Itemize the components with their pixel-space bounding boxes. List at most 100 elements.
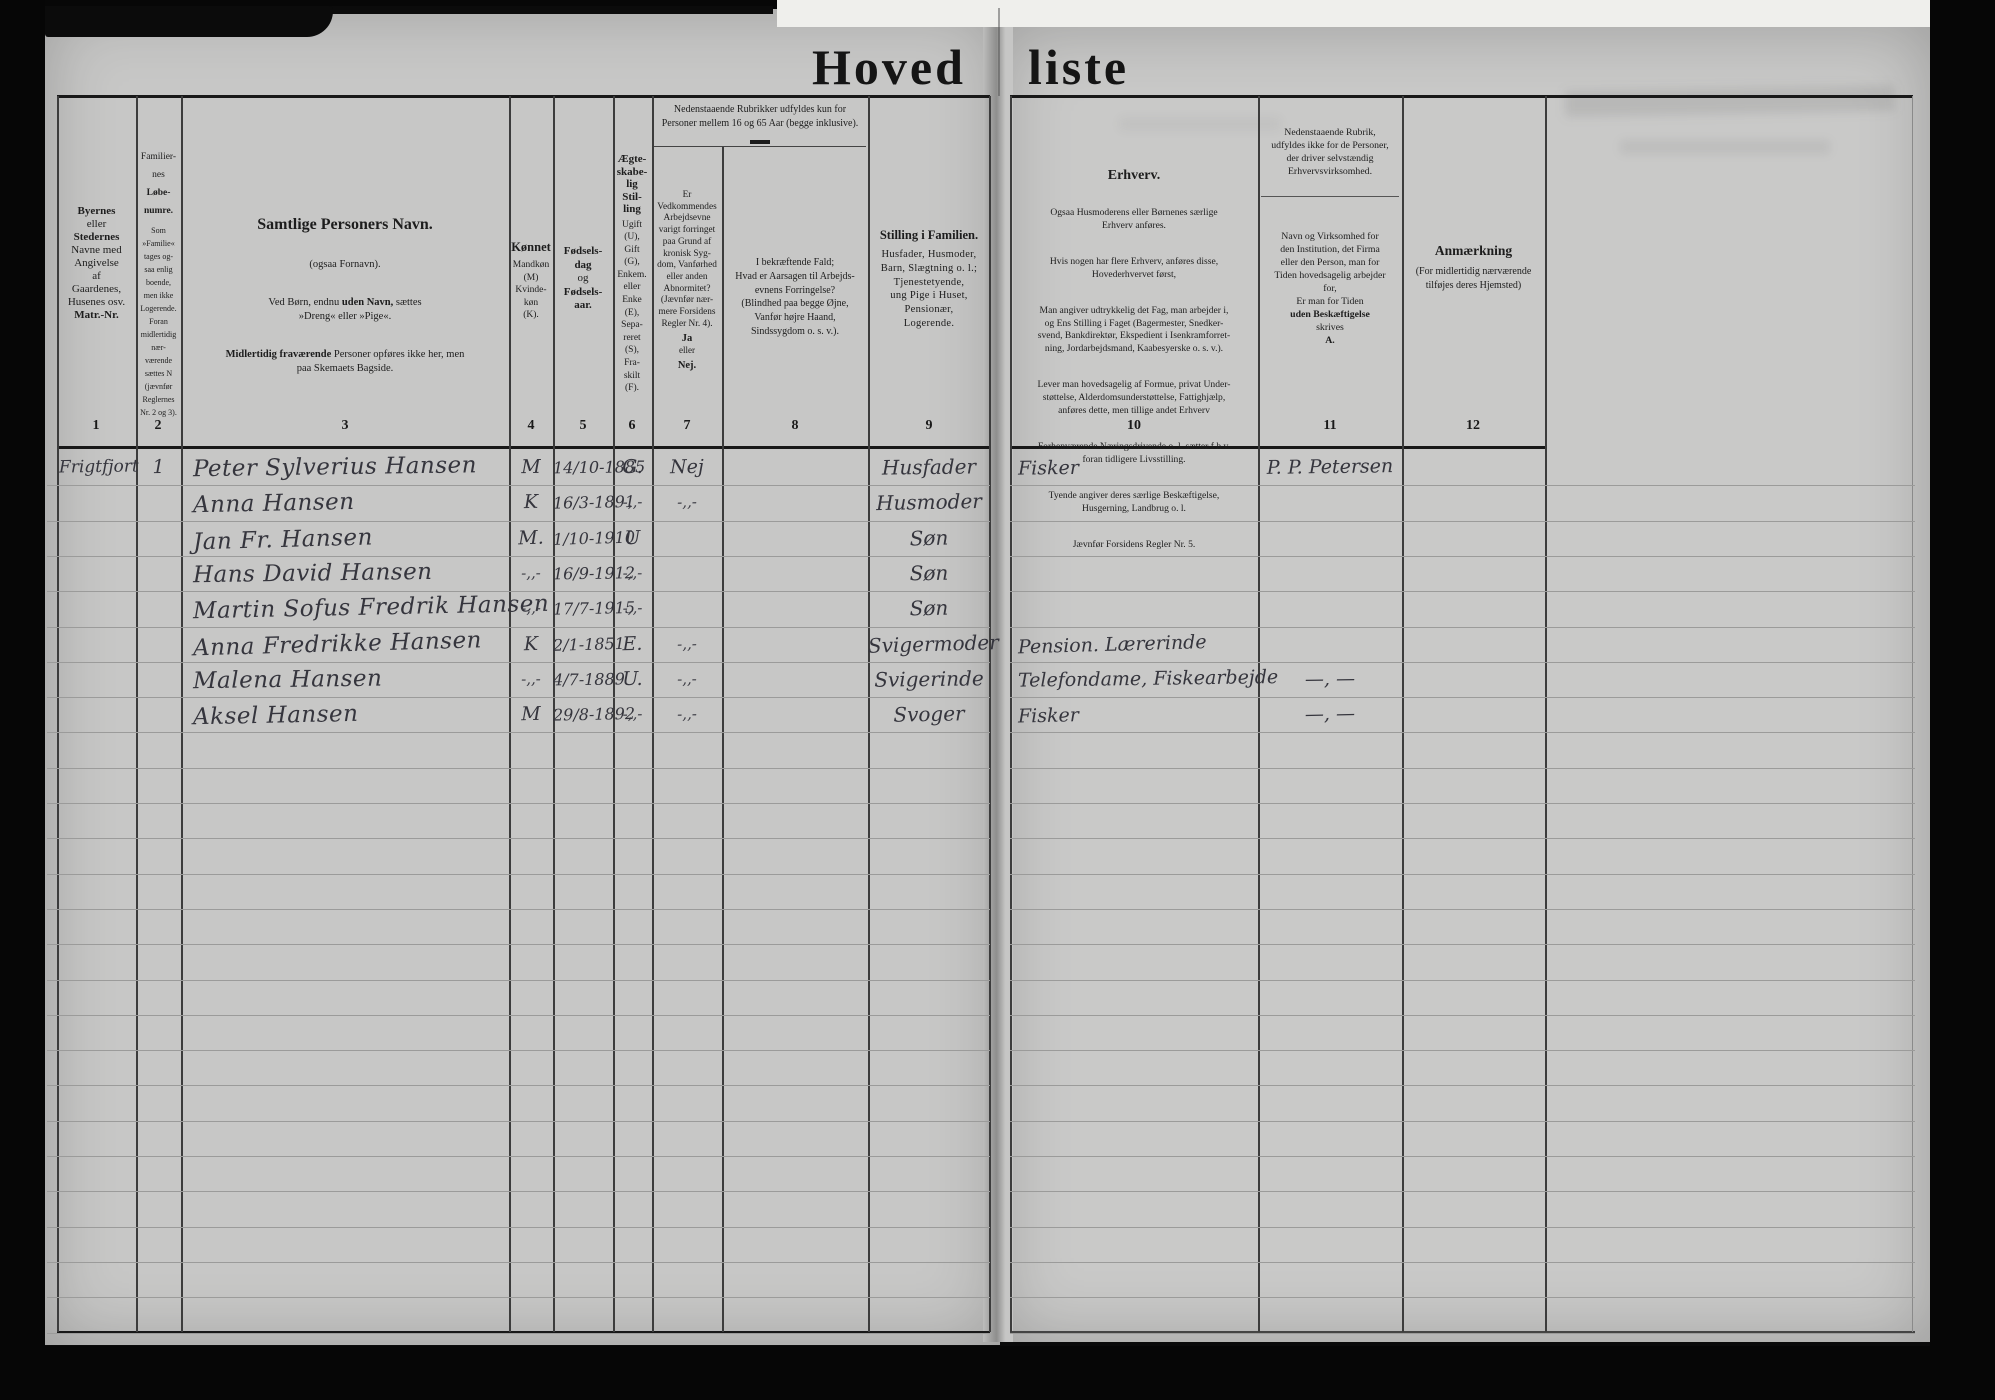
- header-birthdate-column: Fødsels- dag og Fødsels- aar.: [554, 245, 612, 313]
- cell-r6-c7: -,,-: [676, 634, 698, 653]
- column-number-11: 11: [1323, 418, 1337, 433]
- row-rule-right: [1010, 838, 1915, 840]
- cell-r8-c7: -,,-: [676, 704, 697, 724]
- header-text: Man angiver udtrykkelig det Fag, man arb…: [1037, 304, 1231, 355]
- row-rule-right: [1010, 520, 1915, 522]
- cell-r1-c10: Fisker: [1017, 456, 1079, 480]
- header-text: Ugift (U), Gift (G), Enkem. eller Enke (…: [617, 219, 647, 394]
- header-text: Stedernes: [73, 231, 120, 243]
- col-border: [1258, 96, 1260, 1332]
- column-number-4: 4: [527, 418, 535, 433]
- row-rule-left: [47, 732, 990, 734]
- column-number-8: 8: [791, 418, 799, 433]
- cell-r2-c5: 16/3-1891: [552, 492, 636, 513]
- cell-r5-c5: 17/7-1915: [552, 598, 636, 619]
- row-rule-right: [1010, 1261, 1915, 1263]
- row-rule-right: [1010, 626, 1915, 628]
- book-fold: [983, 8, 1013, 1342]
- scan-margin-right: [1930, 0, 1995, 1400]
- header-text: eller: [86, 218, 107, 230]
- row-rule-right: [1010, 944, 1915, 946]
- right-page: [1000, 27, 1930, 1342]
- header-sex-column: Kønnet Mandkøn (M) Kvinde- køn (K).: [510, 240, 552, 322]
- header-text: Familier- nes: [140, 152, 177, 180]
- cell-r7-c7: -,,-: [677, 669, 697, 688]
- column-number-10: 10: [1127, 418, 1141, 433]
- row-rule-left: [47, 803, 990, 804]
- column-number-9: 9: [925, 418, 933, 433]
- row-rule-right: [1010, 1120, 1915, 1122]
- page-title-word-1: Hoved: [812, 39, 966, 95]
- cell-r1-c11: P. P. Petersen: [1266, 455, 1394, 479]
- header-bottom-rule-left: [57, 446, 990, 449]
- header-text: skrives: [1316, 322, 1344, 333]
- col-border: [1010, 96, 1012, 1332]
- cell-r8-c3: Aksel Hansen: [192, 700, 359, 731]
- column-number-7: 7: [683, 418, 691, 433]
- header-text: Navne med Angivelse af Gaardenes, Husene…: [67, 244, 126, 308]
- cell-r5-c6: -,,-: [622, 598, 643, 618]
- header-text: A.: [1325, 335, 1335, 346]
- row-rule-right: [1010, 803, 1915, 804]
- header-text: Ved Børn, endnu uden Navn, sættes »Dreng…: [186, 296, 504, 324]
- col-border: [652, 96, 654, 1332]
- cell-r7-c4: -,,-: [521, 669, 541, 688]
- header-title: Erhverv.: [1107, 168, 1161, 183]
- header-text: Personer opføres ikke her, men: [331, 349, 465, 360]
- header-work-ability-column: Er Vedkommendes Arbejdsevne varigt forri…: [652, 190, 722, 372]
- cell-r7-c5: 4/7-1889: [552, 669, 625, 690]
- row-rule-right: [1010, 1191, 1915, 1193]
- header-text: Nedenstaaende Rubrik, udfyldes ikke for …: [1271, 127, 1389, 177]
- row-rule-left: [47, 485, 990, 487]
- header-text: uden Navn,: [341, 297, 394, 308]
- table-top-rule-right: [1010, 95, 1913, 98]
- cell-r8-c10: Fisker: [1017, 704, 1080, 728]
- row-rule-left: [47, 555, 990, 557]
- col-border: [989, 96, 991, 1332]
- row-rule-left: [47, 1120, 990, 1122]
- cell-r5-c4: -,,-: [520, 598, 541, 618]
- row-rule-right: [1010, 1085, 1915, 1087]
- cell-r8-c11: —, —: [1304, 702, 1356, 726]
- header-family-number-column: Familier- nes Løbe- numre. Som »Familie« …: [137, 146, 180, 419]
- header-employer-column: Nedenstaaende Rubrik, udfyldes ikke for …: [1261, 126, 1399, 347]
- header-text: Fødsels- dag: [563, 245, 603, 271]
- header-text: sættes: [393, 297, 422, 308]
- row-rule-left: [47, 838, 990, 840]
- cell-r1-c3: Peter Sylverius Hansen: [192, 452, 478, 483]
- row-rule-left: [47, 626, 990, 628]
- header-group-16-65: Nedenstaaende Rubrikker udfyldes kun for…: [661, 104, 859, 129]
- page-edge-line: [1912, 96, 1913, 1332]
- scan-edge-white: [777, 0, 1995, 27]
- row-rule-left: [47, 1191, 990, 1193]
- header-place-column: Byernes eller Stedernes Navne med Angive…: [58, 205, 135, 322]
- header-text: Løbe- numre.: [143, 188, 174, 216]
- header-bottom-rule-right: [1010, 446, 1545, 449]
- cell-r4-c9: Søn: [909, 560, 949, 586]
- header-text: Midlertidig fraværende: [225, 349, 332, 360]
- col-border: [1545, 96, 1547, 1332]
- header-text: Er Vedkommendes Arbejdsevne varigt forri…: [657, 190, 717, 329]
- row-rule-right: [1010, 555, 1915, 557]
- header-text: eller: [679, 345, 695, 356]
- row-rule-left: [47, 661, 990, 663]
- row-rule-left: [47, 1156, 990, 1157]
- row-rule-right: [1010, 697, 1915, 699]
- cell-r3-c4: M.: [517, 526, 545, 549]
- cell-r1-c4: M: [521, 455, 541, 479]
- header-text: Nej.: [677, 359, 697, 371]
- cell-r3-c5: 1/10-1910: [552, 527, 636, 549]
- row-rule-right: [1010, 1050, 1915, 1052]
- column-number-2: 2: [154, 418, 162, 433]
- row-rule-left: [47, 979, 990, 981]
- row-rule-left: [47, 1226, 990, 1228]
- cell-r4-c6: -,,-: [622, 563, 643, 583]
- row-rule-left: [47, 1050, 990, 1052]
- row-rule-right: [1010, 485, 1915, 487]
- header-text: og: [577, 272, 589, 284]
- cell-r7-c11: —, —: [1304, 667, 1356, 691]
- header-text: Fødsels- aar.: [563, 285, 603, 312]
- header-text: Byernes: [77, 205, 116, 217]
- header-marital-status-column: Ægte- skabe- lig Stil- ling Ugift (U), Gi…: [613, 153, 651, 395]
